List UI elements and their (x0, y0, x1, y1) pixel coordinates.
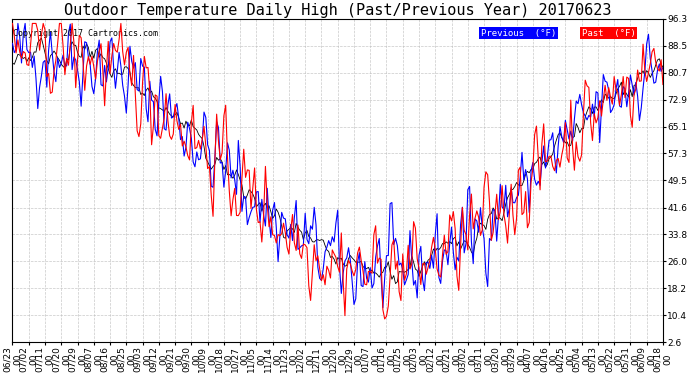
Text: Previous  (°F): Previous (°F) (481, 28, 556, 38)
Text: Past  (°F): Past (°F) (582, 28, 635, 38)
Title: Outdoor Temperature Daily High (Past/Previous Year) 20170623: Outdoor Temperature Daily High (Past/Pre… (64, 3, 611, 18)
Text: Copyright 2017 Cartronics.com: Copyright 2017 Cartronics.com (13, 28, 158, 38)
